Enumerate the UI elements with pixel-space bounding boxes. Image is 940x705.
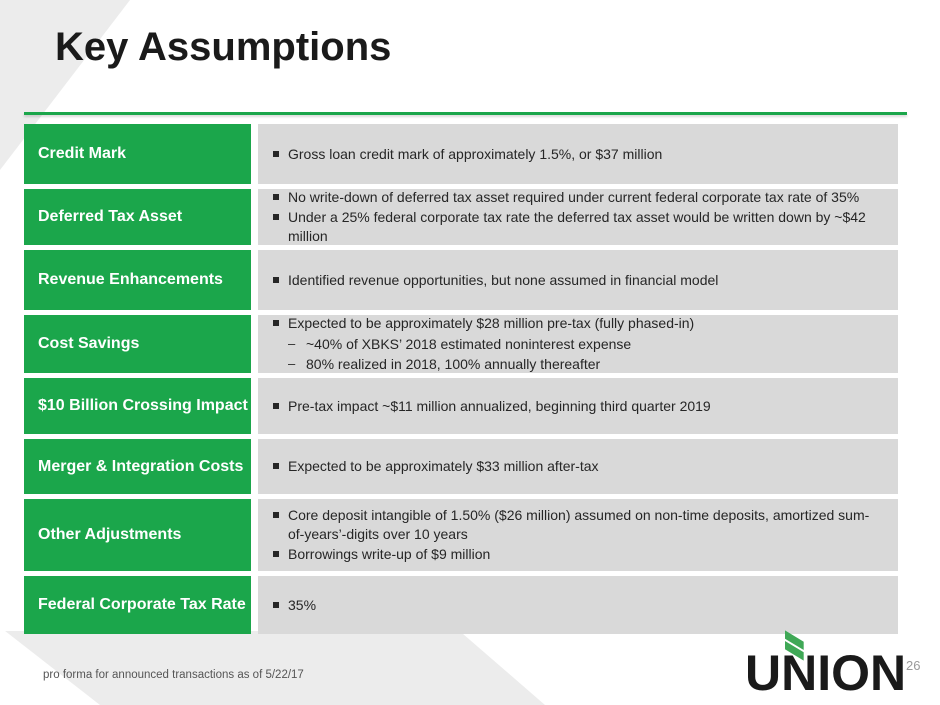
svg-text:UNION: UNION [745,645,906,691]
